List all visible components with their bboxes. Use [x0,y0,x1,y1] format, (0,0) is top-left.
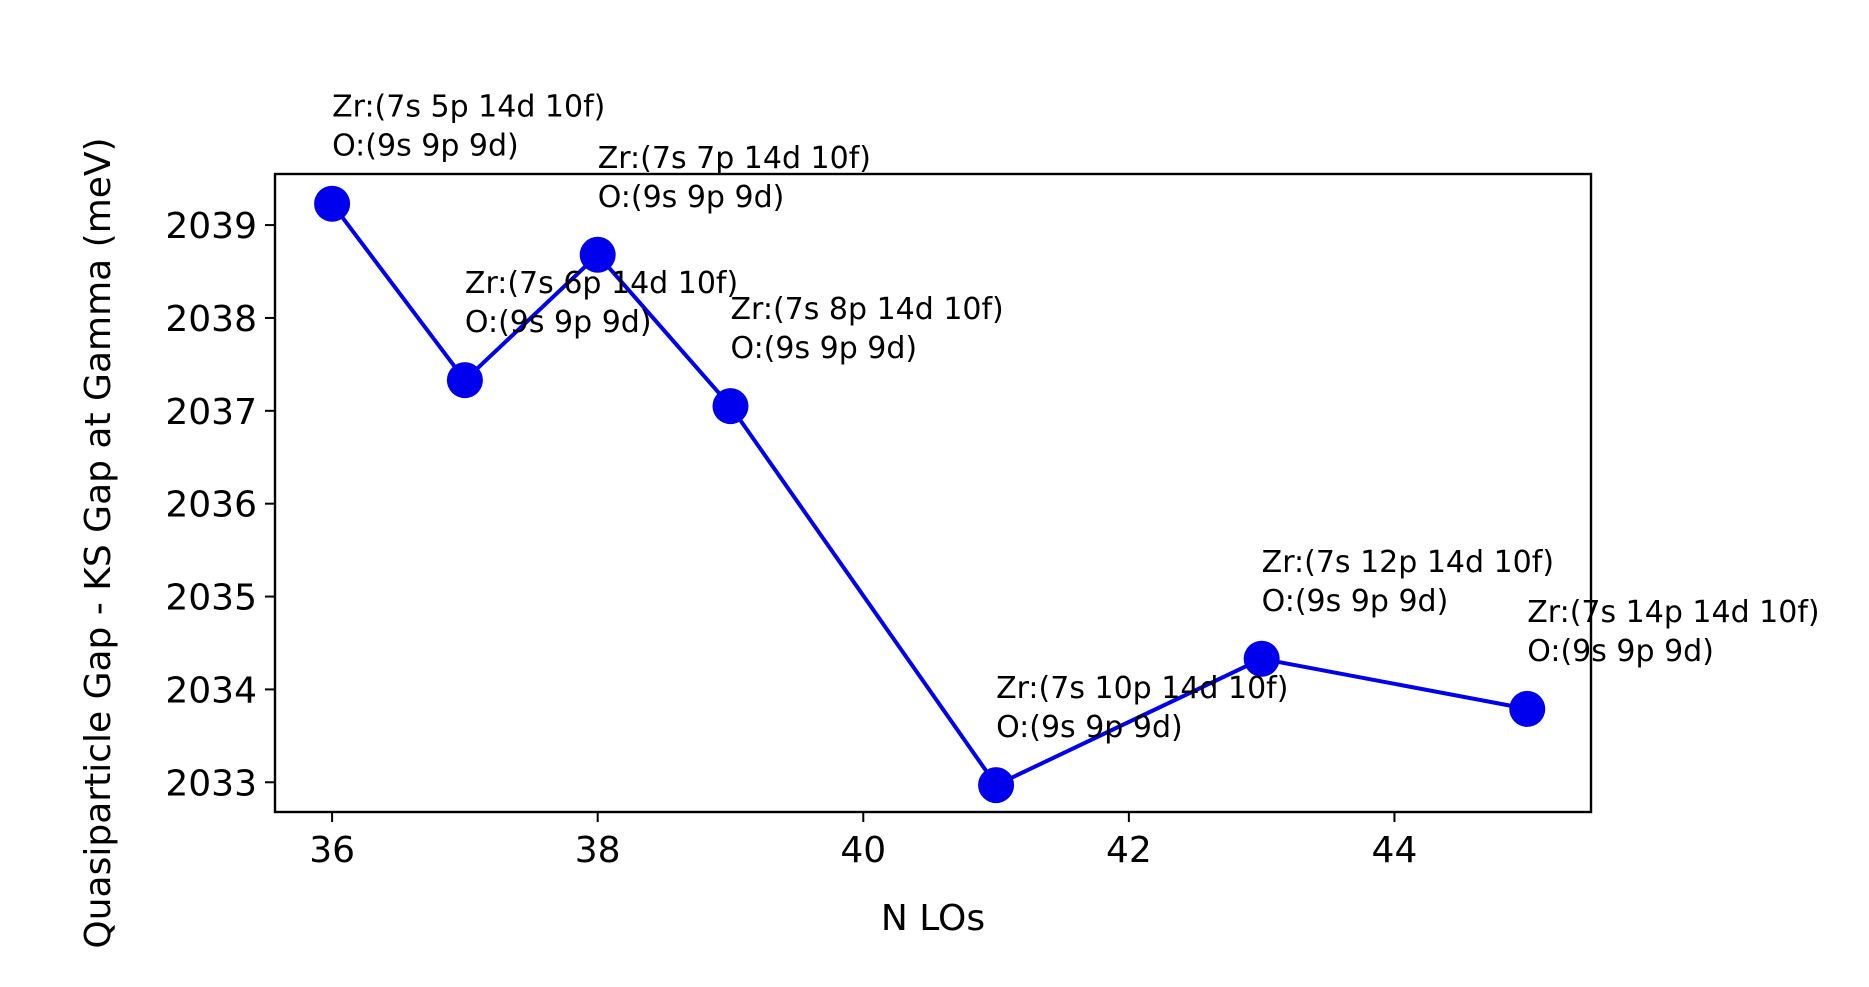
annotation-o-config: O:(9s 9p 9d) [465,305,652,340]
plot-frame [273,172,1593,814]
data-point [712,388,749,425]
point-annotation: Zr:(7s 6p 14d 10f) O:(9s 9p 9d) [465,266,738,340]
annotation-o-config: O:(9s 9p 9d) [332,129,519,164]
x-tick-label: 38 [575,830,621,871]
annotation-o-config: O:(9s 9p 9d) [1262,584,1449,619]
annotation-o-config: O:(9s 9p 9d) [730,331,917,366]
data-point [1243,640,1280,677]
point-annotation: Zr:(7s 8p 14d 10f) O:(9s 9p 9d) [730,292,1003,366]
annotation-zr-config: Zr:(7s 8p 14d 10f) [730,292,1003,327]
annotation-zr-config: Zr:(7s 10p 14d 10f) [996,671,1288,706]
point-annotation: Zr:(7s 7p 14d 10f) O:(9s 9p 9d) [598,141,871,215]
data-point [314,185,351,222]
series-layer [314,185,1546,804]
data-point [579,236,616,273]
x-axis-label: N LOs [881,898,985,939]
annotation-o-config: O:(9s 9p 9d) [1527,634,1714,669]
point-annotation: Zr:(7s 5p 14d 10f) O:(9s 9p 9d) [332,90,605,164]
y-tick-label: 2035 [165,578,257,619]
x-tick-label: 42 [1106,830,1152,871]
data-point [1509,690,1546,727]
point-annotation: Zr:(7s 14p 14d 10f) O:(9s 9p 9d) [1527,595,1819,669]
annotation-zr-config: Zr:(7s 7p 14d 10f) [598,141,871,176]
x-tick-label: 36 [309,830,355,871]
y-tick-label: 2034 [165,670,257,711]
point-annotation: Zr:(7s 10p 14d 10f) O:(9s 9p 9d) [996,671,1288,745]
y-axis: 2033 2034 2035 2036 2037 2038 2039 [165,206,275,804]
annotation-zr-config: Zr:(7s 6p 14d 10f) [465,266,738,301]
y-tick-label: 2038 [165,299,257,340]
x-axis: 36 38 40 42 44 [309,812,1417,871]
x-tick-label: 44 [1372,830,1418,871]
y-axis-label: Quasiparticle Gap - KS Gap at Gamma (meV… [78,137,119,948]
annotation-o-config: O:(9s 9p 9d) [598,180,785,215]
annotation-o-config: O:(9s 9p 9d) [996,710,1183,745]
y-tick-label: 2033 [165,763,257,804]
data-point [978,767,1015,804]
annotation-zr-config: Zr:(7s 12p 14d 10f) [1262,545,1554,580]
y-tick-label: 2039 [165,206,257,247]
annotation-zr-config: Zr:(7s 14p 14d 10f) [1527,595,1819,630]
annotation-layer: Zr:(7s 5p 14d 10f)O:(9s 9p 9d)Zr:(7s 6p … [332,90,1820,745]
annotation-zr-config: Zr:(7s 5p 14d 10f) [332,90,605,125]
point-annotation: Zr:(7s 12p 14d 10f) O:(9s 9p 9d) [1262,545,1554,619]
y-tick-label: 2037 [165,392,257,433]
x-tick-label: 40 [840,830,886,871]
data-point [446,362,483,399]
y-tick-label: 2036 [165,485,257,526]
